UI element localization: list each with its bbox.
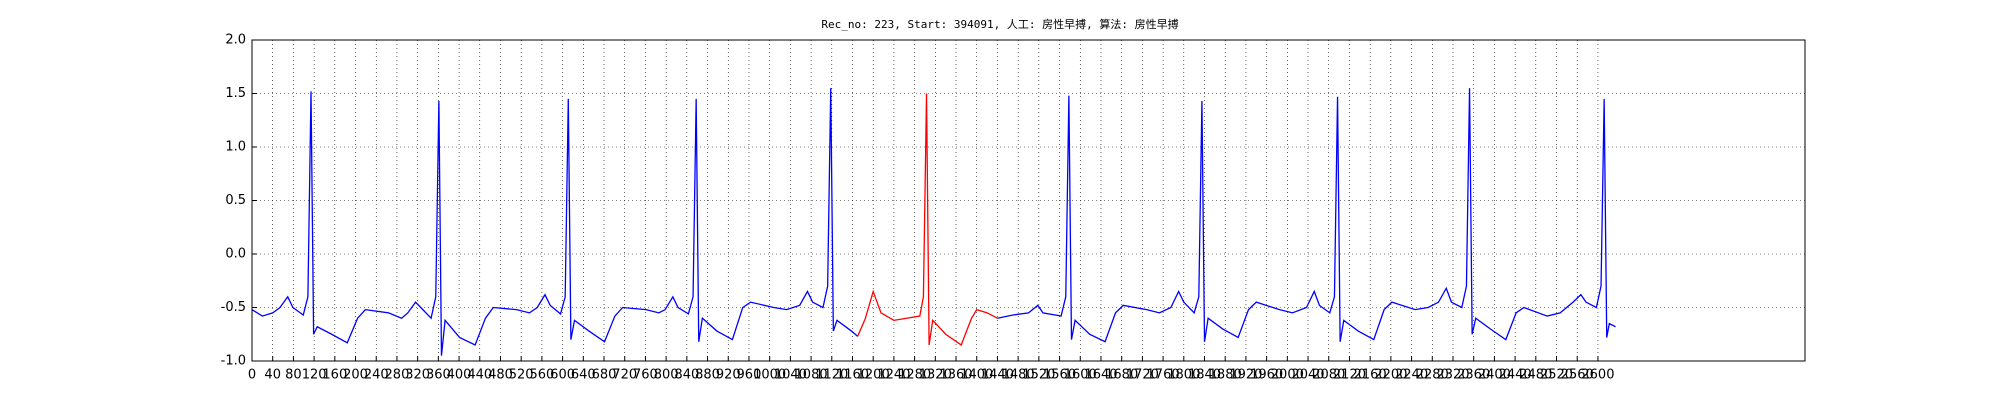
x-tick-label: 600 bbox=[550, 368, 575, 383]
x-tick-label: 1240 bbox=[877, 368, 910, 383]
x-tick-label: 400 bbox=[447, 368, 472, 383]
x-tick-label: 1920 bbox=[1229, 368, 1262, 383]
x-tick-label: 1040 bbox=[774, 368, 807, 383]
x-tick-label: 1320 bbox=[919, 368, 952, 383]
x-tick-label: 0 bbox=[248, 368, 256, 383]
x-tick-label: 1840 bbox=[1188, 368, 1221, 383]
x-tick-label: 2040 bbox=[1291, 368, 1324, 383]
x-tick-label: 2520 bbox=[1540, 368, 1573, 383]
x-tick-label: 720 bbox=[612, 368, 637, 383]
y-tick-label: 1.0 bbox=[225, 140, 246, 155]
x-tick-label: 1560 bbox=[1043, 368, 1076, 383]
x-tick-label: 560 bbox=[529, 368, 554, 383]
x-tick-label: 800 bbox=[654, 368, 679, 383]
y-tick-label: 1.5 bbox=[225, 86, 246, 101]
x-tick-label: 1520 bbox=[1022, 368, 1055, 383]
x-tick-label: 880 bbox=[695, 368, 720, 383]
x-tick-label: 2000 bbox=[1271, 368, 1304, 383]
x-tick-label: 640 bbox=[571, 368, 596, 383]
x-tick-label: 1640 bbox=[1084, 368, 1117, 383]
x-tick-label: 2480 bbox=[1519, 368, 1552, 383]
x-tick-label: 520 bbox=[509, 368, 534, 383]
y-tick-label: -1.0 bbox=[221, 354, 246, 369]
x-tick-label: 1800 bbox=[1167, 368, 1200, 383]
x-tick-label: 40 bbox=[264, 368, 281, 383]
x-tick-label: 80 bbox=[285, 368, 302, 383]
x-tick-label: 1200 bbox=[857, 368, 890, 383]
x-tick-label: 1600 bbox=[1064, 368, 1097, 383]
x-tick-label: 1080 bbox=[795, 368, 828, 383]
x-tick-label: 1000 bbox=[753, 368, 786, 383]
x-tick-label: 1400 bbox=[960, 368, 993, 383]
x-tick-label: 1440 bbox=[981, 368, 1014, 383]
x-tick-label: 200 bbox=[343, 368, 368, 383]
x-tick-label: 2600 bbox=[1581, 368, 1614, 383]
x-tick-label: 2320 bbox=[1436, 368, 1469, 383]
x-tick-label: 1960 bbox=[1250, 368, 1283, 383]
x-tick-label: 160 bbox=[322, 368, 347, 383]
x-tick-label: 1760 bbox=[1147, 368, 1180, 383]
x-tick-label: 2200 bbox=[1374, 368, 1407, 383]
x-tick-label: 2120 bbox=[1333, 368, 1366, 383]
y-tick-label: 0.0 bbox=[225, 247, 246, 262]
x-tick-label: 240 bbox=[364, 368, 389, 383]
plot-frame bbox=[251, 39, 1806, 362]
x-tick-label: 2440 bbox=[1499, 368, 1532, 383]
ecg-line bbox=[857, 93, 998, 346]
x-tick-label: 1160 bbox=[836, 368, 869, 383]
x-tick-label: 2400 bbox=[1478, 368, 1511, 383]
x-tick-label: 680 bbox=[592, 368, 617, 383]
x-tick-label: 960 bbox=[737, 368, 762, 383]
x-tick-label: 2080 bbox=[1312, 368, 1345, 383]
y-tick-label: 2.0 bbox=[225, 33, 246, 48]
x-tick-label: 760 bbox=[633, 368, 658, 383]
x-tick-label: 840 bbox=[674, 368, 699, 383]
chart-title: Rec_no: 223, Start: 394091, 人工: 房性早搏, 算法… bbox=[821, 17, 1178, 31]
x-tick-label: 1360 bbox=[939, 368, 972, 383]
x-tick-label: 280 bbox=[385, 368, 410, 383]
x-tick-label: 2280 bbox=[1416, 368, 1449, 383]
x-tick-label: 2360 bbox=[1457, 368, 1490, 383]
ecg-line bbox=[251, 88, 1616, 356]
x-tick-label: 360 bbox=[426, 368, 451, 383]
x-tick-label: 920 bbox=[716, 368, 741, 383]
x-tick-label: 1480 bbox=[1002, 368, 1035, 383]
x-tick-label: 480 bbox=[488, 368, 513, 383]
x-tick-label: 440 bbox=[467, 368, 492, 383]
x-tick-label: 1120 bbox=[815, 368, 848, 383]
x-tick-label: 2560 bbox=[1561, 368, 1594, 383]
x-tick-label: 1720 bbox=[1126, 368, 1159, 383]
x-tick-label: 1680 bbox=[1105, 368, 1138, 383]
y-tick-label: 0.5 bbox=[225, 193, 246, 208]
x-tick-label: 1280 bbox=[898, 368, 931, 383]
x-tick-label: 1880 bbox=[1209, 368, 1242, 383]
x-tick-label: 2160 bbox=[1354, 368, 1387, 383]
x-tick-label: 2240 bbox=[1395, 368, 1428, 383]
y-tick-label: -0.5 bbox=[221, 300, 246, 315]
x-tick-label: 120 bbox=[302, 368, 327, 383]
x-tick-label: 320 bbox=[405, 368, 430, 383]
